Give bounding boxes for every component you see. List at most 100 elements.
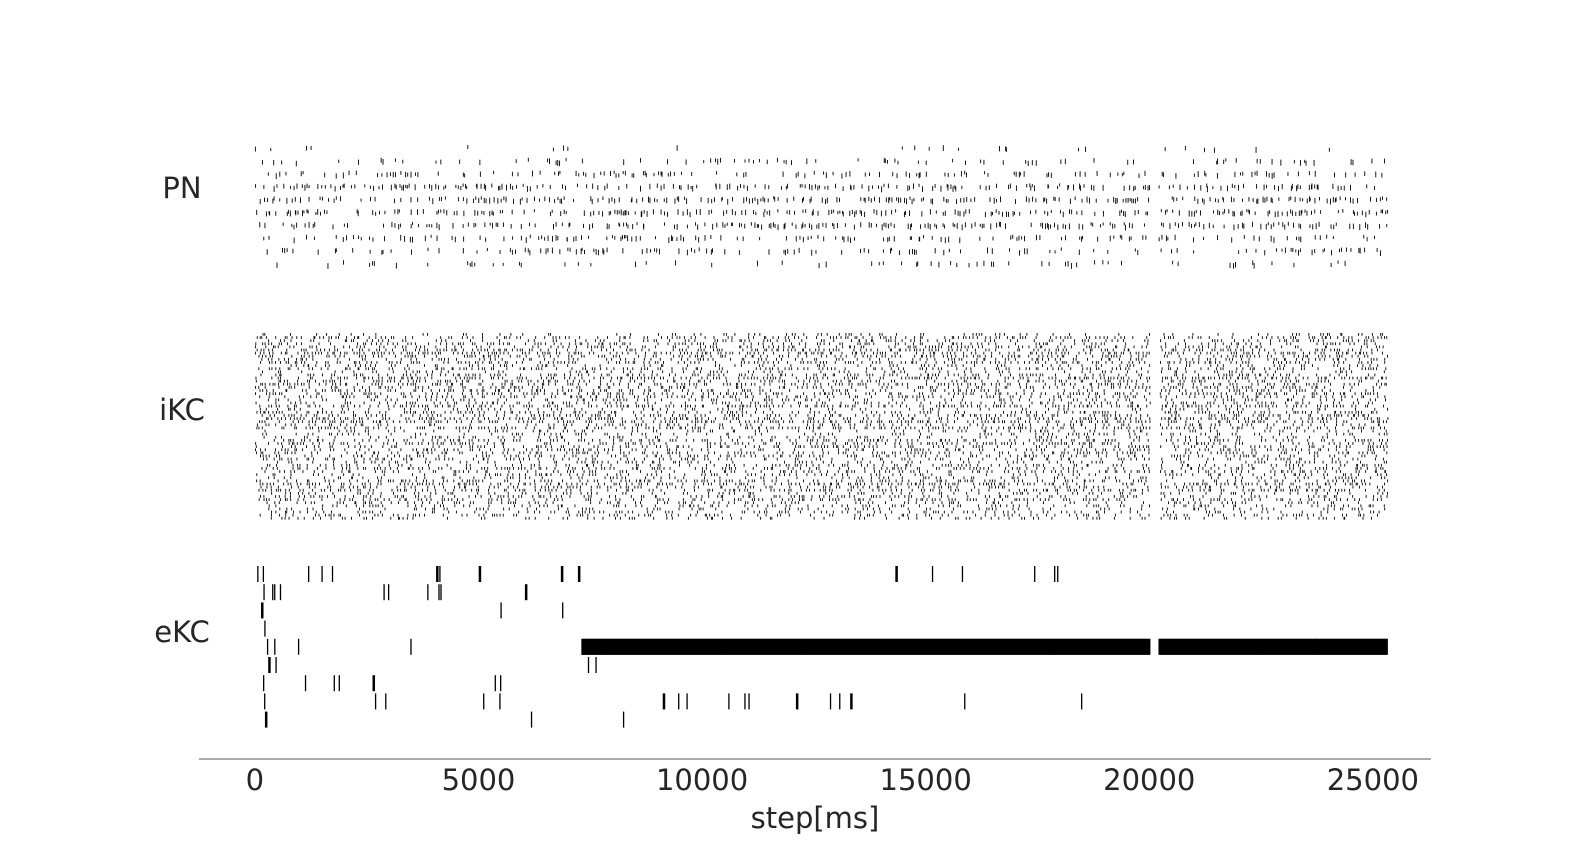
ikc-spike (390, 364, 392, 367)
ikc-spike (700, 367, 702, 371)
ikc-spike (1035, 361, 1037, 364)
pn-spike (1172, 260, 1174, 265)
ikc-spike (1346, 351, 1347, 355)
ikc-spike (1371, 348, 1373, 352)
ikc-spike (308, 354, 310, 358)
pn-spike (1040, 222, 1042, 227)
pn-spike (654, 248, 656, 252)
ikc-spike (1176, 367, 1178, 371)
ikc-spike (935, 361, 937, 364)
ikc-spike (1064, 370, 1065, 374)
ikc-spike (1008, 345, 1010, 349)
ikc-spike (840, 379, 842, 383)
ikc-spike (769, 382, 771, 386)
ikc-spike (315, 389, 317, 392)
ikc-spike (361, 348, 363, 352)
ikc-spike (1266, 336, 1268, 339)
ikc-spike (1172, 379, 1174, 383)
ikc-spike (768, 345, 770, 349)
ikc-spike (1057, 354, 1059, 358)
ikc-spike (873, 351, 874, 355)
ikc-spike (848, 392, 850, 396)
ikc-spike (832, 379, 834, 383)
ikc-spike (553, 357, 555, 361)
ikc-spike (707, 389, 709, 392)
pn-spike (870, 222, 872, 228)
ikc-spike (761, 357, 763, 361)
ikc-spike (1329, 373, 1331, 377)
ikc-spike (310, 376, 311, 380)
ikc-spike (985, 348, 987, 352)
pn-spike (1224, 209, 1226, 214)
ikc-spike (291, 336, 293, 339)
ikc-spike (1123, 392, 1125, 396)
pn-spike (944, 210, 946, 216)
ikc-spike (310, 339, 312, 343)
ikc-spike (563, 392, 565, 396)
pn-spike (849, 210, 851, 216)
ikc-spike (562, 385, 564, 389)
ikc-spike (832, 392, 833, 396)
ikc-spike (956, 367, 958, 371)
ikc-spike (318, 382, 320, 386)
ikc-spike (601, 354, 603, 358)
ikc-spike (817, 364, 819, 367)
pn-spike (545, 248, 547, 255)
ikc-spike (350, 333, 352, 336)
pn-spike (1382, 209, 1383, 214)
ikc-spike (400, 392, 402, 396)
ikc-spike (1366, 339, 1368, 343)
ikc-spike (535, 367, 537, 371)
pn-spike (1119, 234, 1121, 239)
pn-spike (909, 210, 910, 216)
ikc-spike (1337, 364, 1339, 367)
ikc-spike (1138, 351, 1140, 355)
ikc-spike (701, 395, 703, 399)
pn-spike (710, 235, 712, 239)
ikc-spike (260, 382, 262, 386)
ikc-spike (1247, 364, 1249, 367)
ikc-spike (1248, 385, 1250, 389)
ikc-spike (884, 351, 886, 355)
ikc-spike (373, 379, 375, 383)
ikc-spike (634, 348, 636, 352)
pn-spike (661, 171, 663, 177)
pn-spike (343, 223, 345, 227)
ikc-spike (308, 367, 310, 371)
pn-spike (909, 196, 911, 200)
ikc-spike (1376, 357, 1378, 361)
pn-spike (673, 171, 675, 176)
ikc-spike (1286, 392, 1288, 396)
ikc-spike (816, 376, 818, 380)
ikc-spike (978, 373, 980, 377)
pn-spike (906, 198, 908, 205)
pn-spike (620, 236, 622, 242)
ikc-spike (436, 348, 438, 352)
pn-spike (743, 172, 745, 178)
ikc-spike (752, 354, 754, 358)
pn-spike (1137, 209, 1139, 215)
ikc-spike (1088, 392, 1090, 396)
ikc-spike (1054, 382, 1056, 386)
ikc-spike (1269, 392, 1271, 396)
ikc-spike (546, 376, 548, 380)
ikc-spike (424, 376, 426, 380)
ikc-spike (727, 392, 729, 396)
pn-spike (968, 263, 970, 268)
ikc-spike (1280, 373, 1281, 377)
ikc-spike (472, 348, 474, 352)
ikc-spike (777, 348, 779, 352)
pn-spike (324, 184, 326, 189)
ikc-spike (1123, 339, 1125, 343)
ikc-spike (922, 333, 924, 336)
ikc-spike (902, 367, 904, 371)
pn-spike (308, 185, 310, 189)
ikc-spike (324, 389, 326, 392)
ikc-spike (1217, 389, 1219, 392)
ikc-spike (482, 361, 484, 364)
ikc-spike (806, 398, 808, 402)
ikc-spike (1328, 333, 1330, 336)
ikc-spike (777, 367, 779, 371)
ikc-spike (772, 336, 774, 339)
pn-spike (621, 235, 623, 240)
